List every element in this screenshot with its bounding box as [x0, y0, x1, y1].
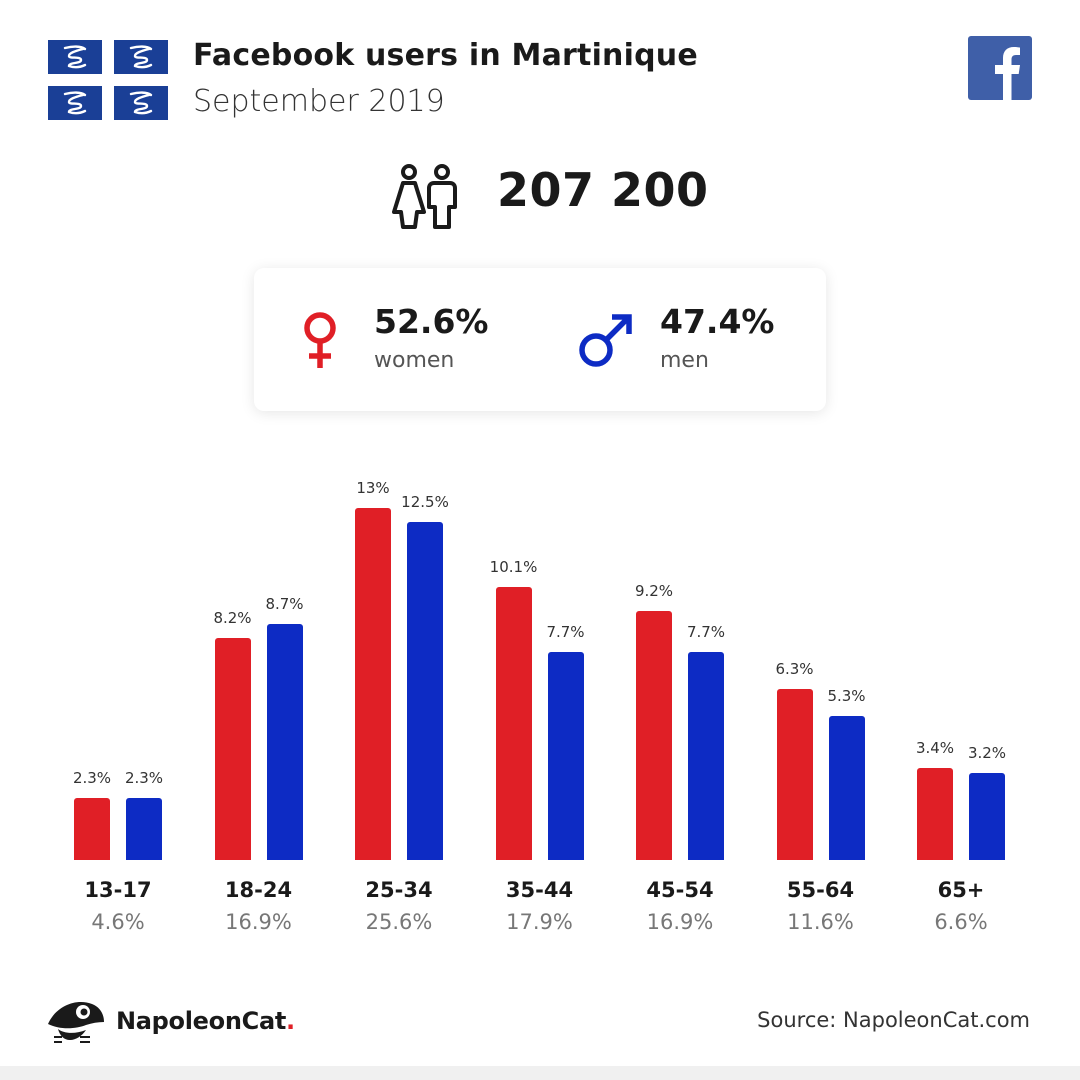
bar-women-45-54	[636, 611, 672, 860]
age-group-label: 13-17	[84, 878, 152, 902]
bar-women-55-64	[776, 689, 813, 860]
value-label-men-55-64: 5.3%	[827, 687, 866, 705]
age-group-total: 25.6%	[365, 910, 433, 934]
value-label-women-25-34: 13%	[356, 479, 390, 497]
value-label-men-25-34: 12.5%	[401, 493, 449, 511]
men-percentage: 47.4%	[660, 302, 775, 341]
page-title: Facebook users in Martinique	[193, 38, 698, 73]
value-label-men-35-44: 7.7%	[546, 623, 585, 641]
men-label: men	[660, 348, 709, 373]
age-group-total: 16.9%	[646, 910, 714, 934]
page-subtitle: September 2019	[193, 84, 445, 119]
age-group-total: 17.9%	[506, 910, 573, 934]
bar-men-13-17	[126, 798, 162, 860]
age-group-total: 16.9%	[225, 910, 292, 934]
age-group-label: 65+	[937, 878, 985, 902]
male-icon	[576, 310, 636, 370]
facebook-icon	[968, 36, 1032, 100]
brand-text: NapoleonCat	[116, 1007, 287, 1035]
napoleoncat-cat-icon	[46, 996, 108, 1046]
value-label-men-65+: 3.2%	[967, 744, 1007, 762]
bar-men-65+	[969, 773, 1005, 860]
bar-men-35-44	[547, 652, 584, 860]
bar-women-35-44	[495, 587, 532, 860]
value-label-men-13-17: 2.3%	[124, 769, 164, 787]
age-group-total: 4.6%	[91, 910, 145, 934]
napoleoncat-logo: NapoleonCat.	[46, 996, 306, 1046]
bar-men-25-34	[407, 522, 443, 860]
value-label-women-35-44: 10.1%	[489, 558, 538, 576]
flag-quadrant	[114, 40, 168, 74]
value-label-men-18-24: 8.7%	[265, 595, 304, 613]
age-group-total: 11.6%	[787, 910, 854, 934]
gender-card: 52.6% women 47.4% men	[254, 268, 826, 411]
source-text: Source: NapoleonCat.com	[757, 1008, 1030, 1032]
value-label-women-45-54: 9.2%	[634, 582, 674, 600]
brand-name: NapoleonCat.	[116, 1007, 295, 1035]
value-label-women-13-17: 2.3%	[72, 769, 112, 787]
brand-dot: .	[286, 1007, 295, 1035]
age-group-label: 18-24	[224, 878, 293, 902]
women-label: women	[374, 348, 455, 373]
bar-women-65+	[917, 768, 953, 860]
bar-men-45-54	[688, 652, 724, 860]
value-label-women-65+: 3.4%	[915, 739, 955, 757]
flag-quadrant	[48, 40, 102, 74]
total-users: 207 200	[497, 163, 709, 217]
bottom-band	[0, 1066, 1080, 1080]
flag-quadrant	[114, 86, 168, 120]
users-icon	[390, 163, 462, 231]
bar-women-18-24	[214, 638, 251, 860]
age-group-label: 45-54	[646, 878, 714, 902]
age-group-label: 55-64	[786, 878, 855, 902]
age-gender-bar-chart: 2.3% 2.3% 13-17 4.6% 8.2% 8.7% 18-24 16.9% 13% 12…	[0, 460, 1080, 960]
bar-women-13-17	[74, 798, 110, 860]
flag-quadrant	[48, 86, 102, 120]
bar-men-55-64	[828, 716, 865, 860]
bar-women-25-34	[355, 508, 391, 860]
age-group-label: 25-34	[365, 878, 433, 902]
value-label-men-45-54: 7.7%	[686, 623, 726, 641]
bar-men-18-24	[266, 624, 303, 860]
martinique-flag-icon	[48, 40, 168, 120]
value-label-women-18-24: 8.2%	[213, 609, 252, 627]
age-group-label: 35-44	[505, 878, 574, 902]
women-percentage: 52.6%	[374, 302, 489, 341]
female-icon	[300, 310, 340, 372]
age-group-total: 6.6%	[934, 910, 988, 934]
value-label-women-55-64: 6.3%	[775, 660, 814, 678]
